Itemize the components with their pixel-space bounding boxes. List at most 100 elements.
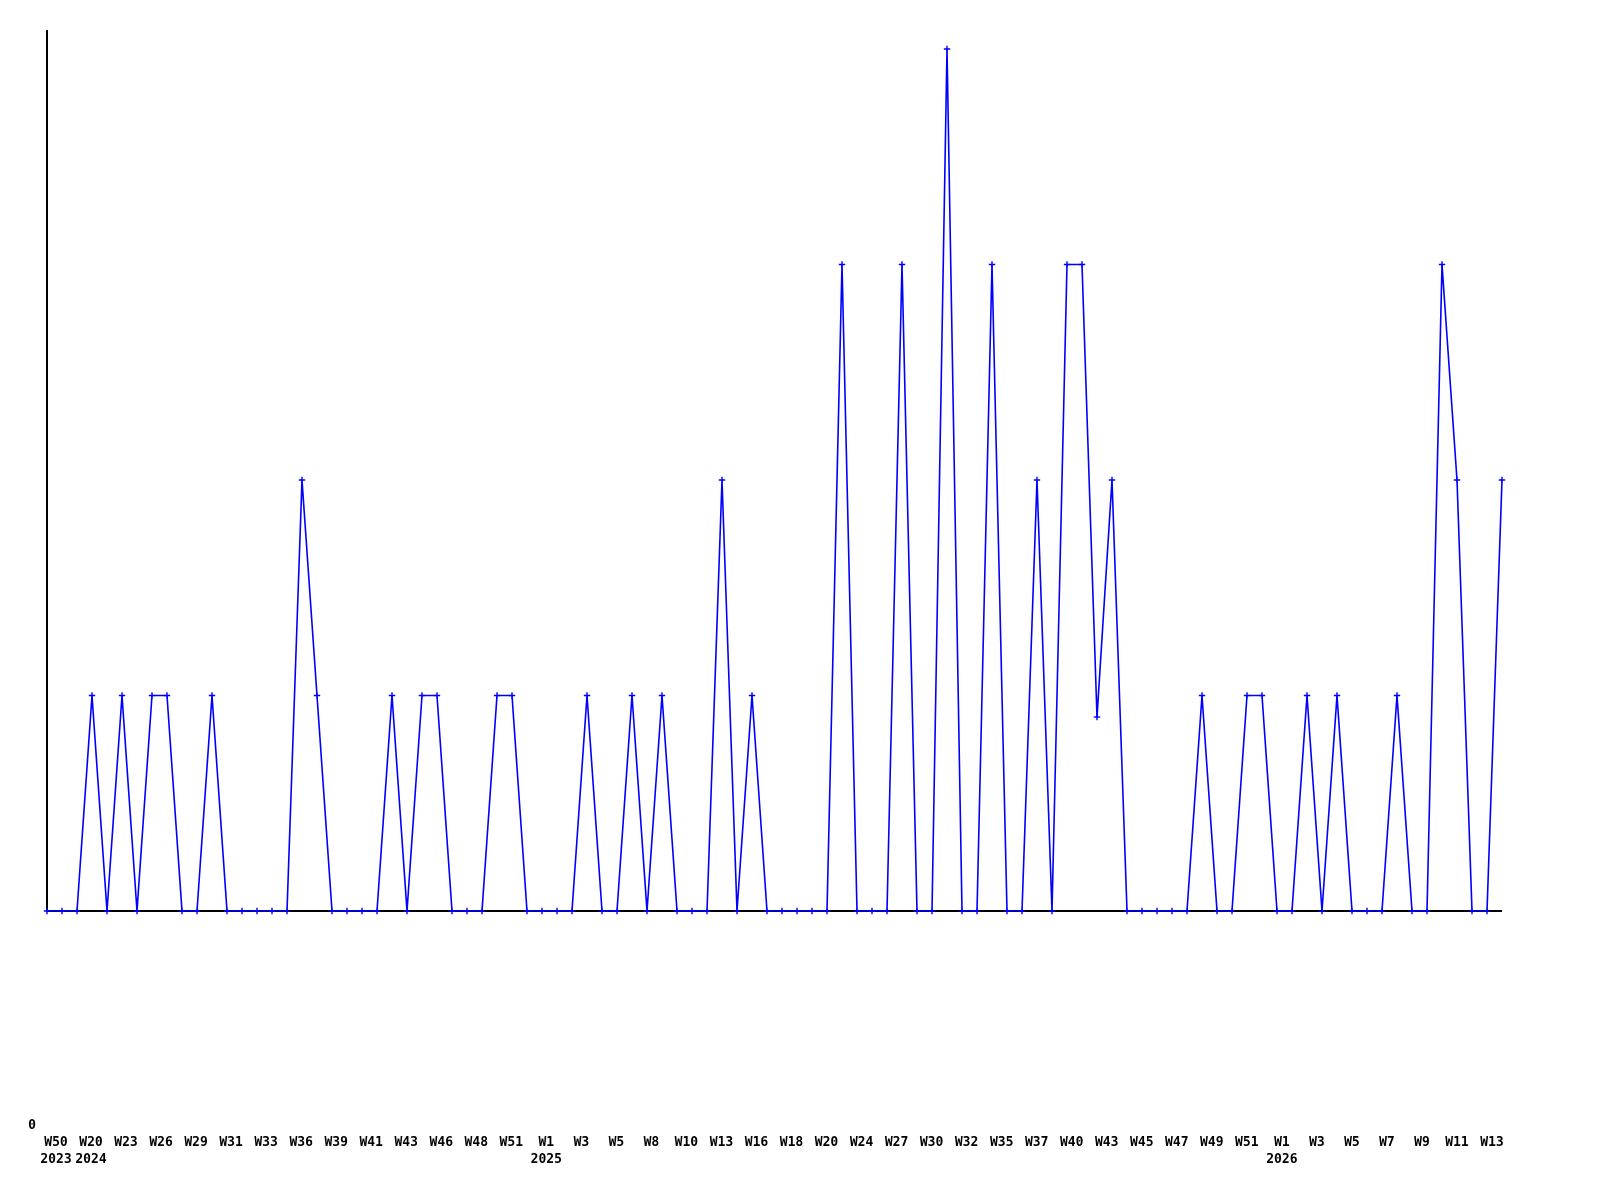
x-tick-label: W48 bbox=[465, 1135, 489, 1150]
x-tick-label: W16 bbox=[745, 1135, 769, 1150]
data-point-marker bbox=[808, 907, 816, 915]
data-point-marker bbox=[568, 907, 576, 915]
data-point-marker bbox=[1048, 907, 1056, 915]
data-point-markers bbox=[43, 45, 1506, 915]
data-point-marker bbox=[718, 476, 726, 484]
x-tick-label: W31 bbox=[219, 1135, 243, 1150]
data-point-marker bbox=[778, 907, 786, 915]
x-axis-year-labels: 2023 2024 2025 2026 bbox=[40, 1152, 1297, 1167]
data-point-marker bbox=[298, 476, 306, 484]
y-axis-tick-labels: 0 bbox=[28, 1118, 36, 1133]
x-tick-label: W18 bbox=[780, 1135, 804, 1150]
x-tick-label: W13 bbox=[710, 1135, 733, 1150]
data-point-marker bbox=[613, 907, 621, 915]
data-point-marker bbox=[1093, 713, 1101, 721]
data-point-marker bbox=[583, 692, 591, 699]
data-point-marker bbox=[1483, 907, 1491, 915]
x-tick-label: W37 bbox=[1025, 1135, 1048, 1150]
data-point-marker bbox=[1468, 907, 1476, 915]
data-point-marker bbox=[988, 261, 996, 268]
data-point-marker bbox=[208, 692, 216, 699]
series-polyline bbox=[47, 48, 1503, 912]
data-point-marker bbox=[673, 907, 681, 915]
data-point-marker bbox=[328, 907, 336, 915]
x-tick-label: W26 bbox=[149, 1135, 173, 1150]
data-point-marker bbox=[73, 907, 81, 915]
data-point-marker bbox=[193, 907, 201, 915]
data-point-marker bbox=[1003, 907, 1011, 915]
x-tick-label: W1 bbox=[1274, 1135, 1290, 1150]
data-point-marker bbox=[913, 907, 921, 915]
x-tick-label: W27 bbox=[885, 1135, 908, 1150]
data-point-marker bbox=[688, 907, 696, 915]
data-point-marker bbox=[1258, 692, 1266, 699]
data-point-marker bbox=[853, 907, 861, 915]
data-point-marker bbox=[163, 692, 171, 699]
data-point-marker bbox=[358, 907, 366, 915]
x-tick-label: W13 bbox=[1480, 1135, 1503, 1150]
series-line bbox=[47, 48, 1503, 912]
data-point-marker bbox=[538, 907, 546, 915]
x-tick-label: W5 bbox=[609, 1135, 625, 1150]
data-point-marker bbox=[898, 261, 906, 268]
data-point-marker bbox=[1108, 476, 1116, 484]
data-point-marker bbox=[793, 907, 801, 915]
x-tick-label: W50 bbox=[44, 1135, 68, 1150]
x-tick-label: W5 bbox=[1344, 1135, 1360, 1150]
x-tick-label: W43 bbox=[1095, 1135, 1118, 1150]
x-tick-label: W24 bbox=[850, 1135, 874, 1150]
x-tick-label: W11 bbox=[1445, 1135, 1469, 1150]
data-point-marker bbox=[1393, 692, 1401, 699]
data-point-marker bbox=[1063, 261, 1071, 268]
data-point-marker bbox=[253, 907, 261, 915]
data-point-marker bbox=[643, 907, 651, 915]
x-tick-label: W49 bbox=[1200, 1135, 1223, 1150]
data-point-marker bbox=[1288, 907, 1296, 915]
x-tick-label: W40 bbox=[1060, 1135, 1084, 1150]
data-point-marker bbox=[1498, 476, 1506, 484]
data-point-marker bbox=[1018, 907, 1026, 915]
data-point-marker bbox=[1453, 476, 1461, 484]
data-point-marker bbox=[1318, 907, 1326, 915]
data-point-marker bbox=[658, 692, 666, 699]
data-point-marker bbox=[478, 907, 486, 915]
data-point-marker bbox=[43, 907, 51, 915]
x-tick-label: W36 bbox=[289, 1135, 313, 1150]
data-point-marker bbox=[928, 907, 936, 915]
data-point-marker bbox=[733, 907, 741, 915]
data-point-marker bbox=[103, 907, 111, 915]
data-point-marker bbox=[58, 907, 66, 915]
x-tick-label: W1 bbox=[538, 1135, 554, 1150]
data-point-marker bbox=[1213, 907, 1221, 915]
data-point-marker bbox=[148, 692, 156, 699]
x-year-label: 2024 bbox=[75, 1152, 106, 1167]
data-point-marker bbox=[418, 692, 426, 699]
x-tick-label: W20 bbox=[79, 1135, 103, 1150]
x-tick-label: W35 bbox=[990, 1135, 1013, 1150]
data-point-marker bbox=[1228, 907, 1236, 915]
data-point-marker bbox=[1423, 907, 1431, 915]
x-tick-label: W32 bbox=[955, 1135, 978, 1150]
data-point-marker bbox=[1378, 907, 1386, 915]
data-point-marker bbox=[823, 907, 831, 915]
data-point-marker bbox=[703, 907, 711, 915]
data-point-marker bbox=[1138, 907, 1146, 915]
data-point-marker bbox=[1168, 907, 1176, 915]
x-year-label: 2023 bbox=[40, 1152, 71, 1167]
data-point-marker bbox=[1348, 907, 1356, 915]
data-point-marker bbox=[748, 692, 756, 699]
x-tick-label: W41 bbox=[359, 1135, 383, 1150]
axes bbox=[46, 30, 1502, 912]
data-point-marker bbox=[88, 692, 96, 699]
y-tick-label: 0 bbox=[28, 1118, 36, 1133]
data-point-marker bbox=[268, 907, 276, 915]
x-tick-label: W7 bbox=[1379, 1135, 1395, 1150]
x-tick-label: W51 bbox=[1235, 1135, 1259, 1150]
data-point-marker bbox=[1078, 261, 1086, 268]
x-tick-label: W33 bbox=[254, 1135, 277, 1150]
x-year-label: 2026 bbox=[1266, 1152, 1297, 1167]
data-point-marker bbox=[493, 692, 501, 699]
data-point-marker bbox=[1333, 692, 1341, 699]
